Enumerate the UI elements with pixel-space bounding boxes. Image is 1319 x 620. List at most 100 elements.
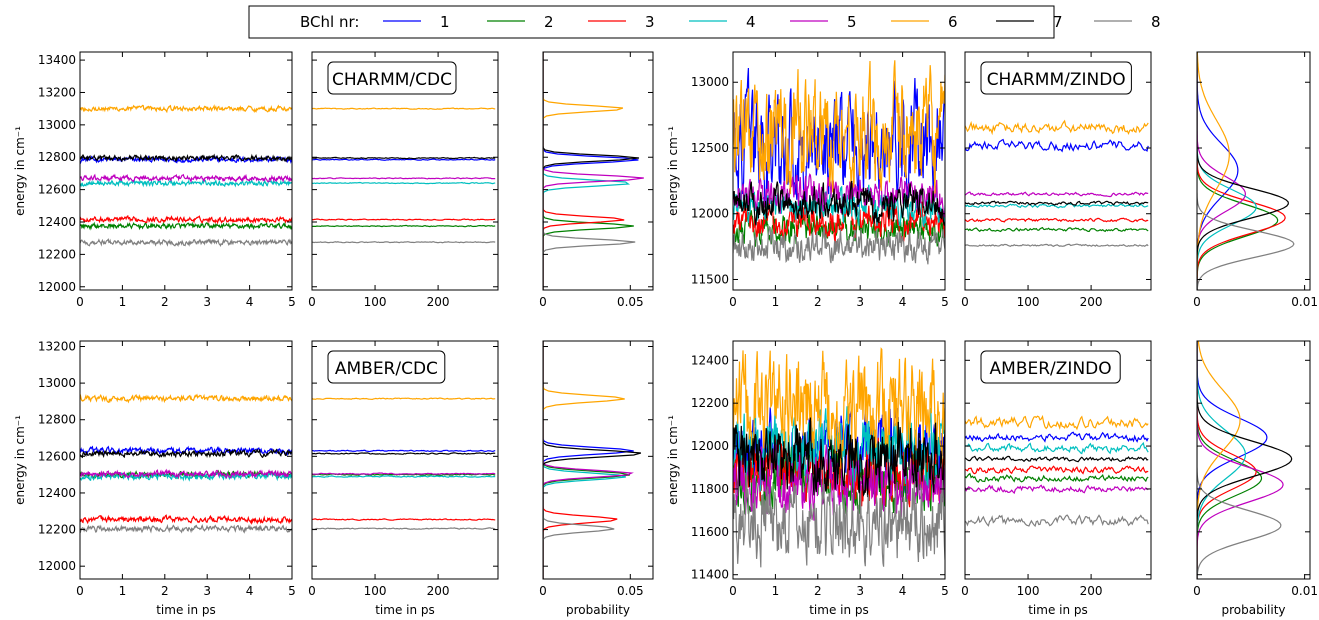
series-line-3 <box>312 218 496 221</box>
x-axis-label: time in ps <box>156 603 216 617</box>
x-tick-label: 100 <box>1017 584 1040 598</box>
axes-frame <box>732 340 946 580</box>
panel-amber-zindo-histogram: 0 0.01 probability <box>1193 340 1318 617</box>
panel-amber-zindo-running: 0 100 200 time in ps AMBER/ZINDO <box>961 340 1152 617</box>
x-tick-label: 5 <box>941 584 949 598</box>
series-line-7 <box>80 153 292 163</box>
series-line-5 <box>965 484 1149 495</box>
series-line-7 <box>733 180 945 226</box>
panel-amber-cdc-running: 0 100 200 time in ps AMBER/CDC <box>308 340 499 617</box>
y-tick-label: 13000 <box>38 118 76 132</box>
series-line-8 <box>543 52 636 290</box>
series-line-4 <box>80 471 292 482</box>
plot-area <box>733 60 945 265</box>
x-tick-label: 0 <box>729 584 737 598</box>
x-tick-label: 0 <box>961 584 969 598</box>
x-tick-label: 200 <box>427 584 450 598</box>
series-line-3 <box>543 341 618 579</box>
series-line-1 <box>312 449 496 453</box>
panel-charmm-zindo-time: 0 1 2 3 4 5 11500 12000 12500 13000 energy in cm⁻¹ <box>666 51 949 309</box>
panel-amber-cdc-time: 0 1 2 3 4 5 12000 12200 12400 12600 12800 13000 1320… <box>13 339 296 617</box>
y-tick-label: 12800 <box>38 150 76 164</box>
series-line-8 <box>1197 52 1295 290</box>
y-tick-label: 12400 <box>38 486 76 500</box>
series-line-5 <box>312 177 496 180</box>
series-line-1 <box>965 138 1149 153</box>
series-line-7 <box>1197 341 1293 579</box>
series-line-4 <box>1197 52 1257 290</box>
legend-label: 4 <box>746 13 756 31</box>
series-line-2 <box>965 226 1149 233</box>
y-tick-label: 12200 <box>38 247 76 261</box>
series-line-3 <box>80 514 292 525</box>
x-tick-label: 0 <box>76 584 84 598</box>
plot-area <box>543 52 644 290</box>
y-tick-label: 12600 <box>38 449 76 463</box>
y-tick-label: 13000 <box>691 75 729 89</box>
x-axis-label: probability <box>566 603 630 617</box>
legend-entries: 1 2 3 4 5 6 7 8 <box>383 13 1161 31</box>
series-line-7 <box>965 200 1149 206</box>
x-tick-label: 0 <box>1193 295 1201 309</box>
y-tick-label: 12000 <box>691 439 729 453</box>
y-axis-label: energy in cm⁻¹ <box>13 415 27 505</box>
series-line-5 <box>80 468 292 479</box>
method-label-box <box>980 350 1121 384</box>
y-tick-label: 12200 <box>691 396 729 410</box>
x-tick-label: 3 <box>856 584 864 598</box>
x-tick-label: 0 <box>961 295 969 309</box>
x-tick-label: 5 <box>288 584 296 598</box>
axes-frame <box>964 51 1152 291</box>
method-label: AMBER/CDC <box>327 350 446 384</box>
x-tick-label: 100 <box>364 295 387 309</box>
legend-label: 5 <box>847 13 857 31</box>
series-line-7 <box>1197 52 1289 290</box>
y-tick-label: 13200 <box>38 85 76 99</box>
plot-area <box>733 347 945 568</box>
series-line-2 <box>543 52 634 290</box>
series-line-3 <box>312 518 496 521</box>
series-line-1 <box>80 445 292 457</box>
method-label: CHARMM/CDC <box>327 61 457 95</box>
x-tick-label: 4 <box>246 295 254 309</box>
axes-frame <box>542 340 654 580</box>
plot-area <box>1197 341 1293 579</box>
series-line-1 <box>543 341 634 579</box>
x-tick-label: 1 <box>772 295 780 309</box>
x-tick-label: 2 <box>814 295 822 309</box>
series-line-7 <box>965 455 1149 463</box>
series-line-2 <box>312 473 496 477</box>
series-line-6 <box>312 397 496 401</box>
plot-area <box>80 104 292 247</box>
x-tick-label: 5 <box>941 295 949 309</box>
x-tick-label: 3 <box>856 295 864 309</box>
series-line-2 <box>312 224 496 228</box>
legend-label: 2 <box>544 13 554 31</box>
series-line-1 <box>543 52 639 290</box>
x-tick-label: 0.05 <box>617 295 644 309</box>
panel-charmm-cdc-running: 0 100 200 CHARMM/CDC <box>308 51 499 309</box>
series-line-7 <box>312 452 496 455</box>
axes-frame <box>732 51 946 291</box>
x-tick-label: 0 <box>729 295 737 309</box>
series-line-1 <box>312 158 496 161</box>
method-label-text: AMBER/CDC <box>335 359 438 379</box>
method-label-text: AMBER/ZINDO <box>990 359 1112 379</box>
method-label-box <box>980 61 1132 95</box>
plot-area <box>80 393 292 534</box>
x-tick-label: 100 <box>1017 295 1040 309</box>
x-tick-label: 1 <box>119 295 127 309</box>
series-line-6 <box>312 107 496 110</box>
y-tick-label: 13400 <box>38 53 76 67</box>
panels: 0 1 2 3 4 51200012200124001260012800130001320… <box>13 51 1318 617</box>
series-line-7 <box>543 52 640 290</box>
y-tick-label: 12400 <box>691 353 729 367</box>
x-axis-label: time in ps <box>375 603 435 617</box>
y-tick-label: 12000 <box>691 207 729 221</box>
legend-entry-1: 1 <box>383 13 450 31</box>
panel-charmm-zindo-running: 0 100 200 CHARMM/ZINDO <box>961 51 1152 309</box>
method-label: CHARMM/ZINDO <box>980 61 1132 95</box>
axes-frame <box>1196 51 1311 291</box>
x-tick-label: 0 <box>539 584 547 598</box>
